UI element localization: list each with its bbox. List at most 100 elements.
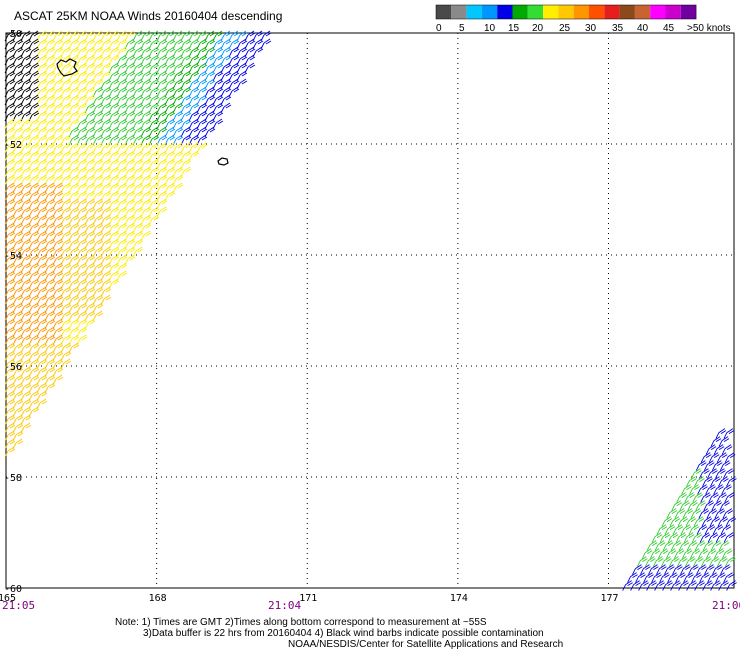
wind-barb: [68, 286, 80, 298]
wind-barb: [4, 350, 16, 362]
wind-barb: [28, 214, 40, 226]
wind-barb: [12, 246, 24, 258]
wind-barb: [260, 30, 272, 42]
wind-barb: [84, 46, 96, 58]
wind-barb: [20, 310, 32, 322]
wind-barb: [44, 246, 56, 258]
wind-barb: [116, 222, 128, 234]
wind-barb: [188, 102, 200, 114]
wind-barb: [12, 326, 24, 338]
wind-barb: [718, 540, 730, 551]
wind-barb: [36, 318, 48, 330]
wind-barb: [60, 222, 72, 234]
wind-barb: [697, 484, 708, 495]
wind-barb: [28, 30, 40, 42]
wind-barb: [220, 38, 232, 50]
wind-barb: [76, 302, 88, 314]
wind-barb: [76, 54, 88, 66]
longitude-label: 168: [149, 593, 167, 604]
wind-barb: [691, 532, 703, 543]
wind-barb: [661, 516, 673, 527]
wind-barb: [172, 70, 184, 82]
wind-barb: [721, 484, 732, 495]
wind-barb: [92, 38, 104, 50]
wind-barb: [662, 540, 674, 551]
wind-barb: [188, 62, 200, 74]
wind-barb: [44, 198, 56, 210]
wind-barb: [220, 86, 232, 98]
wind-barb: [693, 516, 705, 527]
wind-barb: [180, 158, 192, 170]
wind-barb: [52, 342, 64, 354]
wind-barb: [4, 134, 16, 146]
wind-barb: [657, 548, 669, 559]
wind-barb: [68, 134, 80, 146]
wind-barb: [132, 62, 144, 74]
wind-barb: [68, 182, 80, 194]
wind-barb: [212, 38, 224, 50]
wind-barb: [680, 524, 692, 535]
wind-barb: [638, 580, 649, 591]
wind-barb: [708, 452, 720, 463]
wind-barb: [220, 30, 232, 42]
wind-barb: [20, 294, 32, 306]
wind-barb: [84, 134, 96, 146]
wind-barb: [52, 302, 64, 314]
wind-barb: [220, 54, 232, 66]
wind-barb: [68, 118, 80, 130]
wind-barb: [124, 94, 136, 106]
wind-barb: [140, 30, 152, 42]
wind-barb: [140, 142, 152, 154]
latitude-label: -54: [4, 251, 22, 262]
wind-barb: [710, 436, 722, 447]
wind-barb: [68, 222, 80, 234]
wind-barb: [12, 238, 24, 250]
wind-barb: [28, 126, 40, 138]
wind-barb: [52, 350, 64, 362]
wind-barb: [12, 174, 24, 186]
wind-barb: [124, 38, 136, 50]
wind-barb: [212, 102, 224, 114]
wind-barb: [60, 286, 72, 298]
wind-barb: [44, 86, 56, 98]
wind-barb: [12, 310, 24, 322]
wind-barb: [36, 78, 48, 90]
wind-barb: [108, 150, 120, 162]
wind-barb: [68, 278, 80, 290]
wind-barb: [116, 230, 128, 242]
wind-barb: [715, 428, 727, 439]
wind-barb: [4, 78, 16, 90]
wind-barb: [688, 564, 699, 575]
wind-barb: [108, 70, 120, 82]
colorbar-label: 30: [585, 23, 597, 34]
wind-barb: [116, 38, 128, 50]
wind-barb: [124, 230, 136, 242]
wind-barb: [148, 166, 160, 178]
wind-barb: [140, 94, 152, 106]
wind-barb: [92, 238, 104, 250]
wind-barb: [76, 270, 88, 282]
wind-barb: [4, 206, 16, 218]
wind-barb: [694, 476, 705, 487]
wind-barb: [100, 94, 112, 106]
wind-barb: [196, 110, 208, 122]
wind-barb: [4, 126, 16, 138]
wind-barb: [60, 302, 72, 314]
wind-barb: [12, 374, 24, 386]
wind-barb: [204, 78, 216, 90]
wind-barb: [700, 492, 711, 503]
wind-barb: [172, 30, 184, 42]
wind-barb: [116, 118, 128, 130]
wind-barb: [132, 38, 144, 50]
wind-barb: [684, 492, 695, 503]
wind-barb: [4, 198, 16, 210]
wind-barb: [204, 86, 216, 98]
wind-barb: [84, 254, 96, 266]
wind-barb: [20, 78, 32, 90]
wind-barb: [36, 126, 48, 138]
wind-barb: [164, 142, 176, 154]
wind-barb: [676, 556, 688, 567]
wind-barb: [12, 30, 24, 42]
wind-barb: [100, 190, 112, 202]
